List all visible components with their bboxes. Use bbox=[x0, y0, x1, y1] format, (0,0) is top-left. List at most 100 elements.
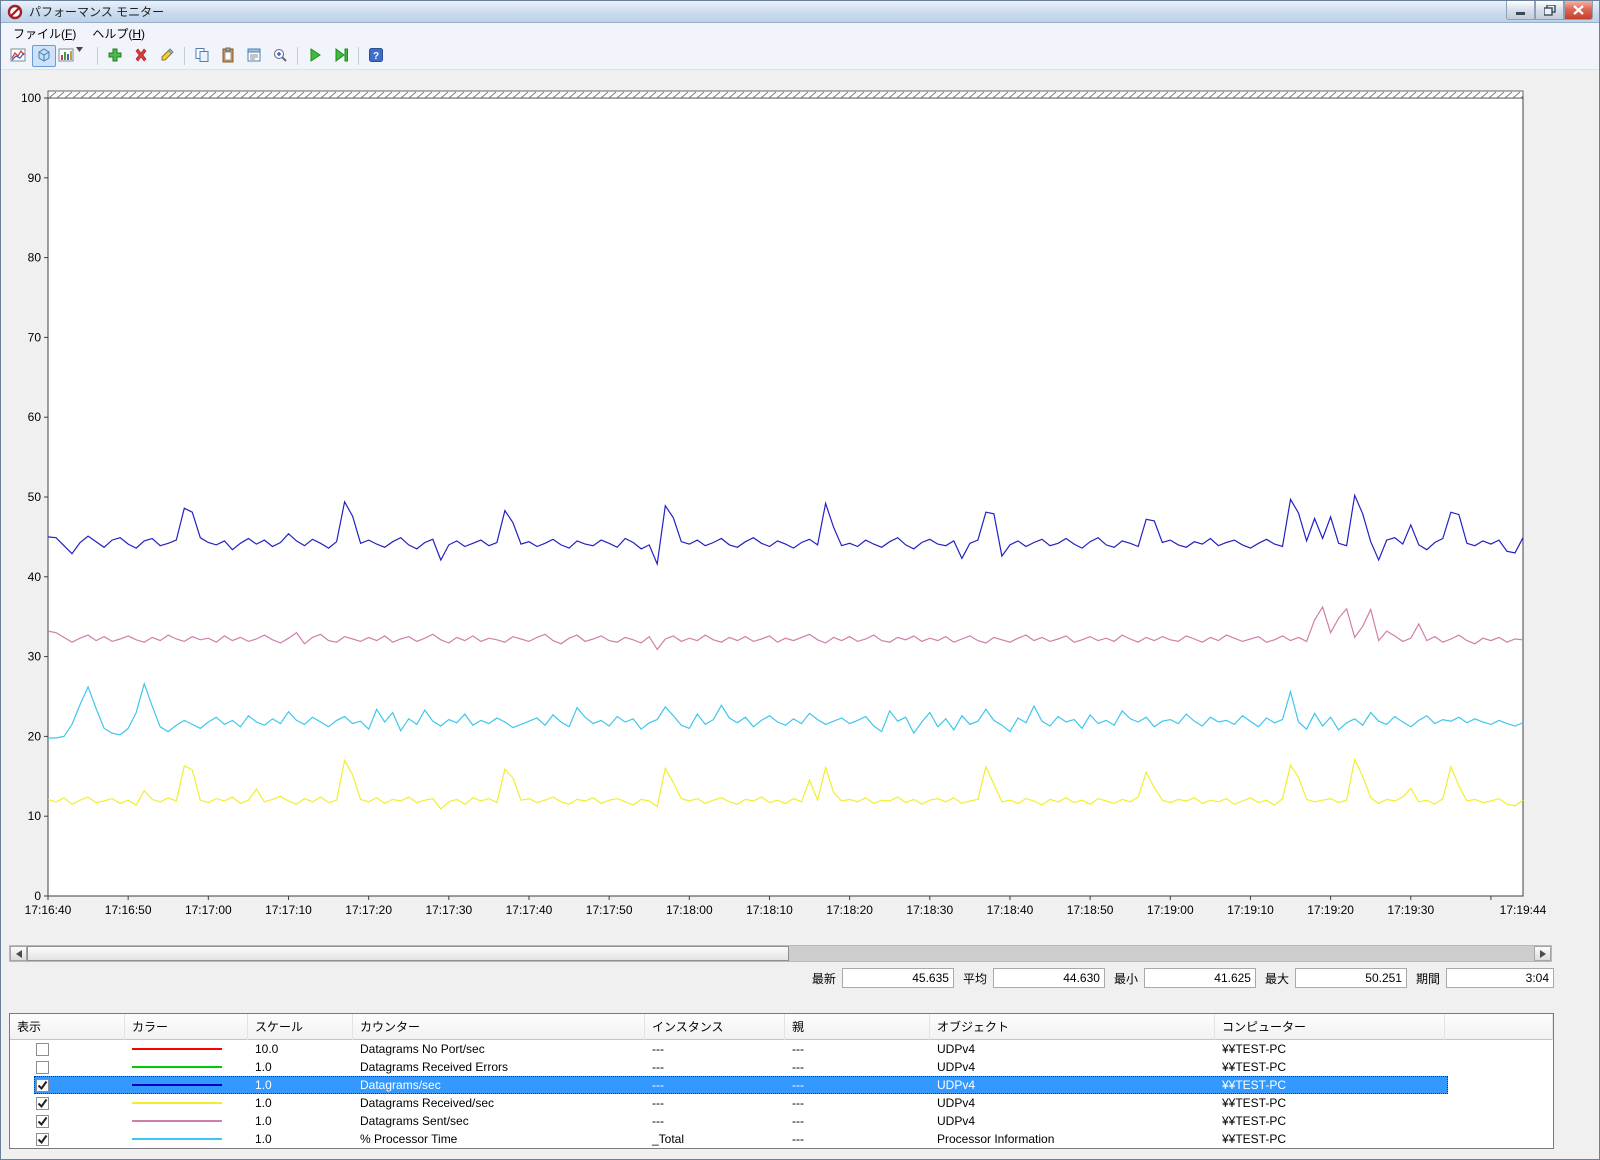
legend-column-header[interactable]: インスタンス bbox=[645, 1014, 785, 1040]
legend-cell-show bbox=[10, 1097, 125, 1110]
stat-label: 最大 bbox=[1265, 970, 1289, 987]
menu-bar: ファイル(F) ヘルプ(H) bbox=[1, 23, 1599, 43]
stat-value: 41.625 bbox=[1214, 971, 1251, 985]
color-swatch-line bbox=[132, 1120, 222, 1122]
update-data-button[interactable] bbox=[329, 45, 353, 67]
legend-column-header[interactable]: カウンター bbox=[353, 1014, 645, 1040]
legend-cell-show bbox=[10, 1115, 125, 1128]
visibility-checkbox[interactable] bbox=[36, 1061, 49, 1074]
stat-label: 期間 bbox=[1416, 970, 1440, 987]
scroll-left-button[interactable] bbox=[10, 946, 27, 961]
scroll-right-button[interactable] bbox=[1534, 946, 1551, 961]
x-axis-label: 17:17:30 bbox=[425, 903, 472, 917]
zoom-icon bbox=[272, 47, 288, 66]
legend-cell-color bbox=[125, 1102, 248, 1104]
paste-counter-list-button[interactable] bbox=[216, 45, 240, 67]
stat-value: 50.251 bbox=[1365, 971, 1402, 985]
legend-row[interactable]: 10.0Datagrams No Port/sec------UDPv4¥¥TE… bbox=[10, 1040, 1553, 1058]
view-current-activity-button[interactable] bbox=[6, 45, 30, 67]
y-axis-label: 40 bbox=[28, 570, 42, 584]
legend-cell-color bbox=[125, 1138, 248, 1140]
y-axis-label: 20 bbox=[28, 729, 42, 743]
unfreeze-display-button[interactable] bbox=[303, 45, 327, 67]
close-button[interactable] bbox=[1564, 1, 1593, 20]
legend-cell-counter: % Processor Time bbox=[353, 1132, 645, 1146]
restore-button[interactable] bbox=[1535, 1, 1564, 20]
stat-value: 3:04 bbox=[1526, 971, 1549, 985]
legend-column-header[interactable]: 表示 bbox=[10, 1014, 125, 1040]
y-axis-label: 60 bbox=[28, 410, 42, 424]
legend-cell-color bbox=[125, 1120, 248, 1122]
legend-cell-counter: Datagrams/sec bbox=[353, 1078, 645, 1092]
legend-cell-computer: ¥¥TEST-PC bbox=[1215, 1114, 1445, 1128]
visibility-checkbox[interactable] bbox=[36, 1097, 49, 1110]
highlight-icon bbox=[159, 47, 175, 66]
zoom-button[interactable] bbox=[268, 45, 292, 67]
legend-row[interactable]: 1.0Datagrams Sent/sec------UDPv4¥¥TEST-P… bbox=[10, 1112, 1553, 1130]
legend-column-header-empty bbox=[1445, 1014, 1553, 1040]
stat-label: 最新 bbox=[812, 970, 836, 987]
legend-cell-show bbox=[10, 1061, 125, 1074]
x-axis-label: 17:18:10 bbox=[746, 903, 793, 917]
y-axis-label: 10 bbox=[28, 809, 42, 823]
stats-bar: 最新45.635平均44.630最小41.625最大50.251期間3:04 bbox=[791, 966, 1554, 990]
stat-value: 45.635 bbox=[912, 971, 949, 985]
legend-cell-scale: 1.0 bbox=[248, 1132, 353, 1146]
color-swatch-line bbox=[132, 1102, 222, 1104]
legend-row[interactable]: 1.0Datagrams Received Errors------UDPv4¥… bbox=[10, 1058, 1553, 1076]
legend-column-header[interactable]: カラー bbox=[125, 1014, 248, 1040]
legend-column-header[interactable]: 親 bbox=[785, 1014, 930, 1040]
legend-cell-show bbox=[10, 1043, 125, 1056]
x-axis-label: 17:17:50 bbox=[586, 903, 633, 917]
copy-properties-icon bbox=[194, 47, 210, 66]
x-axis-label: 17:17:00 bbox=[185, 903, 232, 917]
legend-row[interactable]: 1.0% Processor Time_Total---Processor In… bbox=[10, 1130, 1553, 1148]
visibility-checkbox[interactable] bbox=[36, 1115, 49, 1128]
legend-cell-parent: --- bbox=[785, 1078, 930, 1092]
y-axis-label: 0 bbox=[34, 889, 41, 903]
visibility-checkbox[interactable] bbox=[36, 1043, 49, 1056]
legend-cell-parent: --- bbox=[785, 1114, 930, 1128]
x-axis-label: 17:17:20 bbox=[345, 903, 392, 917]
stat-4: 期間 3:04 bbox=[1416, 968, 1554, 988]
legend-cell-instance: --- bbox=[645, 1114, 785, 1128]
delete-counter-button[interactable] bbox=[129, 45, 153, 67]
minimize-button[interactable] bbox=[1506, 1, 1535, 20]
add-counter-button[interactable] bbox=[103, 45, 127, 67]
legend-column-header[interactable]: オブジェクト bbox=[930, 1014, 1215, 1040]
window-controls bbox=[1506, 1, 1593, 20]
stat-value-field: 44.630 bbox=[993, 968, 1105, 988]
x-axis-label: 17:19:44 bbox=[1500, 903, 1547, 917]
legend-cell-computer: ¥¥TEST-PC bbox=[1215, 1078, 1445, 1092]
close-icon bbox=[1573, 5, 1584, 15]
menu-help[interactable]: ヘルプ(H) bbox=[84, 23, 153, 44]
visibility-checkbox[interactable] bbox=[36, 1079, 49, 1092]
help-button[interactable]: ? bbox=[364, 45, 388, 67]
scroll-left-icon bbox=[16, 950, 22, 958]
legend-row[interactable]: 1.0Datagrams/sec------UDPv4¥¥TEST-PC bbox=[10, 1076, 1553, 1094]
view-log-data-button[interactable] bbox=[32, 45, 56, 67]
toolbar-separator bbox=[297, 47, 298, 65]
y-axis-label: 80 bbox=[28, 251, 42, 265]
copy-properties-button[interactable] bbox=[190, 45, 214, 67]
legend-row[interactable]: 1.0Datagrams Received/sec------UDPv4¥¥TE… bbox=[10, 1094, 1553, 1112]
view-current-activity-icon bbox=[10, 47, 26, 66]
menu-file[interactable]: ファイル(F) bbox=[5, 23, 84, 44]
window-title: パフォーマンス モニター bbox=[29, 3, 164, 20]
change-graph-type-button[interactable] bbox=[58, 45, 92, 67]
scrollbar-thumb[interactable] bbox=[27, 946, 789, 961]
y-axis-label: 30 bbox=[28, 650, 42, 664]
horizontal-scrollbar[interactable] bbox=[9, 945, 1552, 962]
properties-button[interactable] bbox=[242, 45, 266, 67]
legend-column-header[interactable]: コンピューター bbox=[1215, 1014, 1445, 1040]
legend-cell-instance: _Total bbox=[645, 1132, 785, 1146]
legend-cell-show bbox=[10, 1079, 125, 1092]
stat-label: 最小 bbox=[1114, 970, 1138, 987]
highlight-button[interactable] bbox=[155, 45, 179, 67]
legend-cell-object: Processor Information bbox=[930, 1132, 1215, 1146]
performance-monitor-window: パフォーマンス モニター ファイル(F) ヘルプ(H) ? 0 10 20 30 40 5… bbox=[0, 0, 1600, 1160]
visibility-checkbox[interactable] bbox=[36, 1133, 49, 1146]
legend-cell-color bbox=[125, 1048, 248, 1050]
y-axis-label: 50 bbox=[28, 490, 42, 504]
legend-column-header[interactable]: スケール bbox=[248, 1014, 353, 1040]
